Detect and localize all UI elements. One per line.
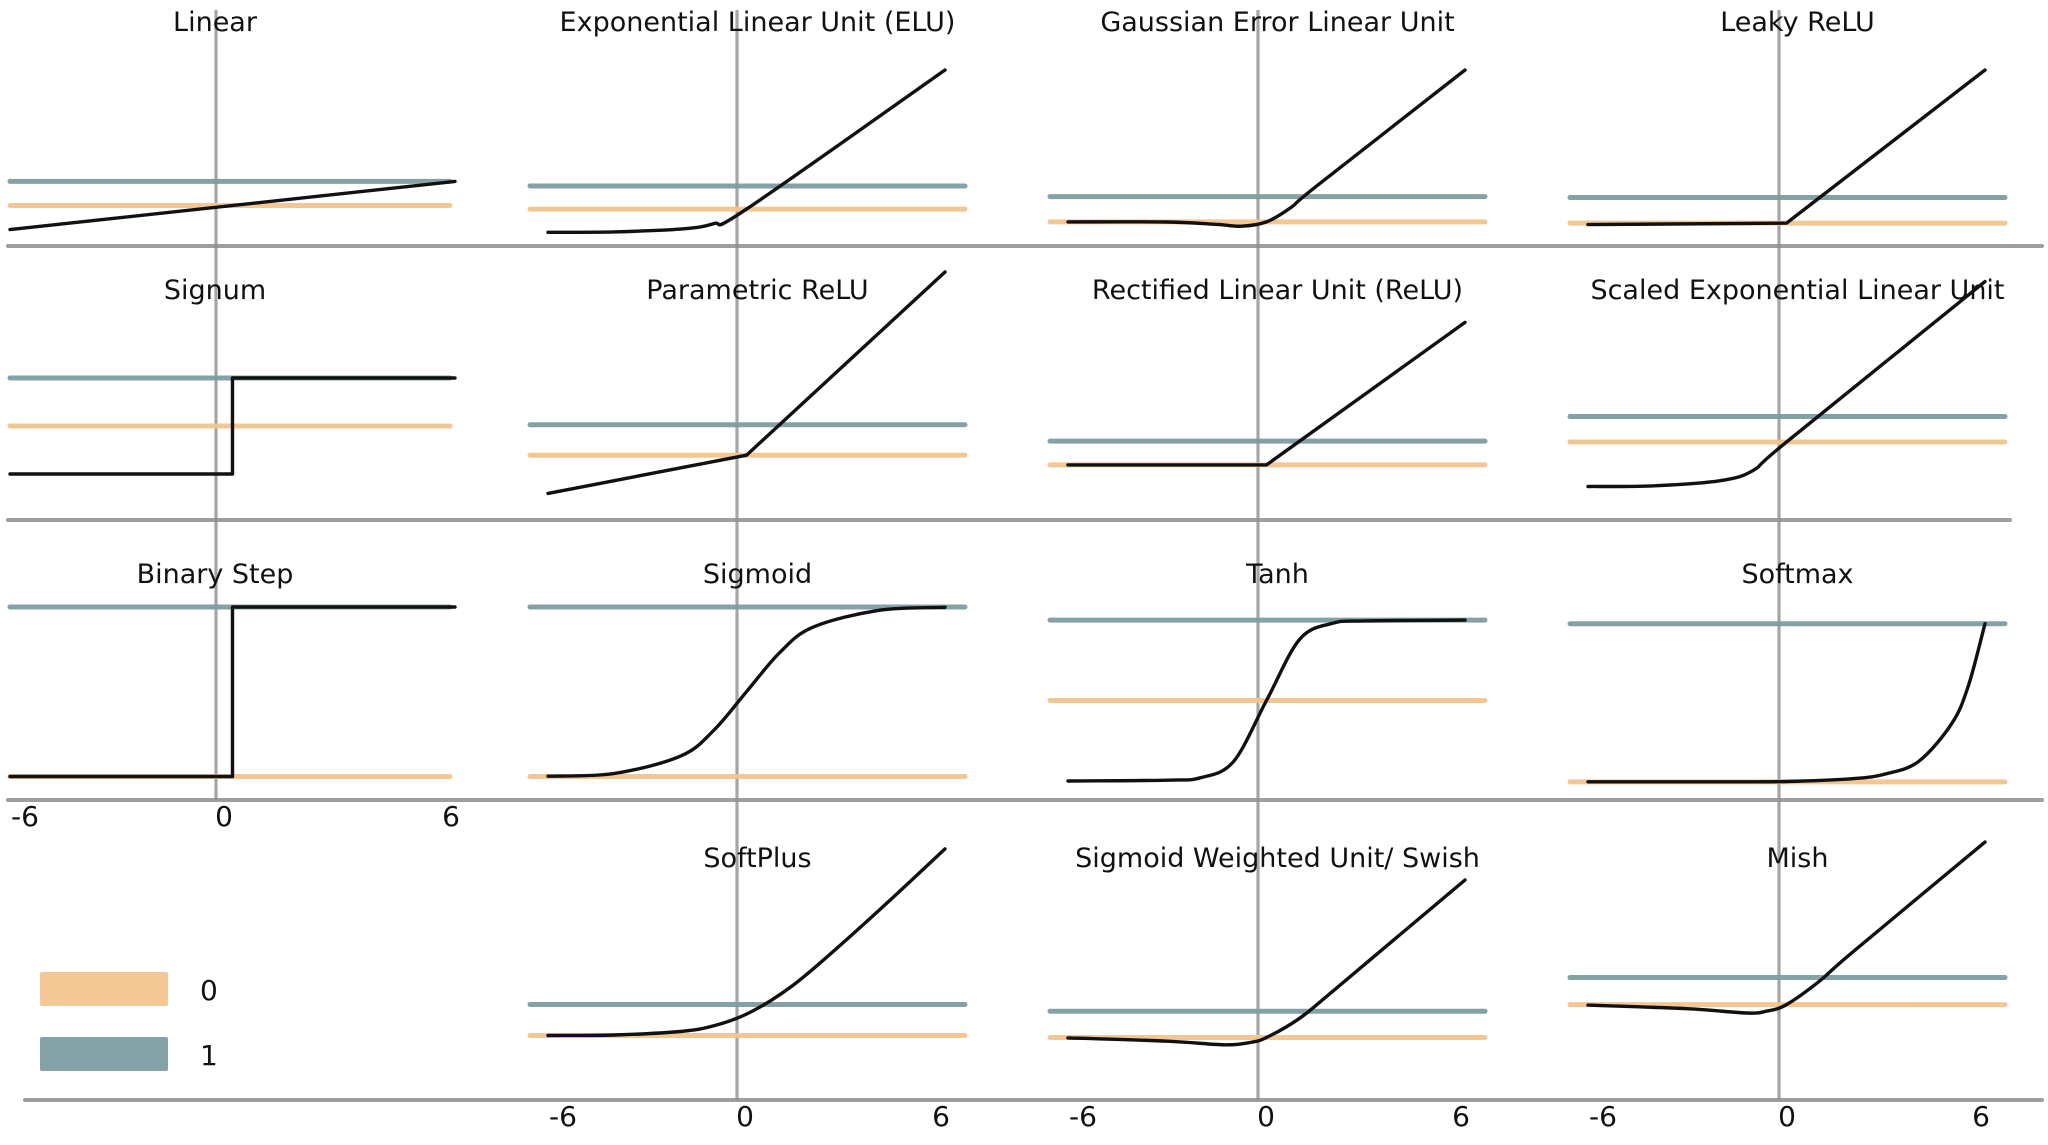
- panel-title: Binary Step: [137, 559, 294, 590]
- panel-sigmoid-weighted-unit-swish: Sigmoid Weighted Unit/ Swish: [1047, 843, 1488, 1047]
- panel-title: Exponential Linear Unit (ELU): [560, 7, 956, 38]
- legend-swatch-0: [40, 972, 168, 1006]
- panel-sigmoid: Sigmoid: [527, 559, 968, 780]
- x-tick-label: 0: [1257, 1100, 1275, 1133]
- x-tick-label: 0: [215, 800, 233, 833]
- x-tick-label: 6: [1972, 1100, 1990, 1133]
- x-tick-label: 0: [1778, 1100, 1796, 1133]
- panel-exponential-linear-unit-elu: Exponential Linear Unit (ELU): [527, 7, 968, 234]
- curve-exponential-linear-unit-elu: [546, 68, 947, 234]
- curve-binary-step: [8, 605, 457, 779]
- panel-title: Tanh: [1245, 559, 1309, 590]
- panel-parametric-relu: Parametric ReLU: [527, 270, 968, 496]
- panel-tanh: Tanh: [1047, 559, 1488, 783]
- panel-rectified-linear-unit-relu: Rectified Linear Unit (ReLU): [1047, 275, 1488, 468]
- curve-softmax: [1586, 622, 1987, 784]
- panel-title: Rectified Linear Unit (ReLU): [1092, 275, 1463, 306]
- curve-parametric-relu: [546, 270, 947, 496]
- panel-binary-step: Binary Step: [7, 559, 457, 780]
- panel-title: Mish: [1767, 843, 1829, 874]
- panel-softplus: SoftPlus: [527, 843, 968, 1039]
- panel-title: Parametric ReLU: [646, 275, 868, 306]
- x-tick-label: -6: [549, 1100, 577, 1133]
- x-tick-label: 0: [736, 1100, 754, 1133]
- x-tick-label: -6: [1069, 1100, 1097, 1133]
- x-tick-label: 6: [442, 800, 460, 833]
- legend-label-1: 1: [200, 1039, 218, 1072]
- curve-softplus: [546, 847, 947, 1038]
- panel-linear: Linear: [7, 7, 457, 232]
- panel-title: Sigmoid Weighted Unit/ Swish: [1075, 843, 1480, 874]
- curve-sigmoid-weighted-unit-swish: [1066, 878, 1467, 1047]
- panel-title: SoftPlus: [703, 843, 811, 874]
- panel-gaussian-error-linear-unit: Gaussian Error Linear Unit: [1047, 7, 1488, 228]
- legend-swatch-1: [40, 1037, 168, 1071]
- panel-title: Scaled Exponential Linear Unit: [1590, 275, 2004, 306]
- panel-title: Sigmoid: [703, 559, 812, 590]
- curve-leaky-relu: [1586, 68, 1987, 227]
- legend: 01: [40, 972, 218, 1072]
- legend-label-0: 0: [200, 974, 218, 1007]
- panel-title: Linear: [173, 7, 258, 38]
- x-tick-label: 6: [1452, 1100, 1470, 1133]
- panel-title: Softmax: [1741, 559, 1853, 590]
- curve-gaussian-error-linear-unit: [1066, 68, 1467, 228]
- panel-leaky-relu: Leaky ReLU: [1567, 7, 2008, 227]
- panel-mish: Mish: [1567, 840, 2008, 1015]
- curve-rectified-linear-unit-relu: [1066, 320, 1467, 467]
- panel-title: Signum: [164, 275, 266, 306]
- curve-linear: [8, 179, 457, 232]
- curve-mish: [1586, 840, 1987, 1015]
- curve-sigmoid: [546, 605, 947, 778]
- curve-scaled-exponential-linear-unit: [1586, 279, 1987, 489]
- panel-title: Leaky ReLU: [1720, 7, 1875, 38]
- x-tick-label: -6: [1589, 1100, 1617, 1133]
- panel-softmax: Softmax: [1567, 559, 2008, 785]
- panel-title: Gaussian Error Linear Unit: [1100, 7, 1454, 38]
- curve-tanh: [1066, 618, 1467, 783]
- panel-signum: Signum: [7, 275, 457, 476]
- x-tick-label: -6: [11, 800, 39, 833]
- panel-scaled-exponential-linear-unit: Scaled Exponential Linear Unit: [1567, 275, 2008, 489]
- x-tick-label: 6: [932, 1100, 950, 1133]
- curve-signum: [8, 376, 457, 476]
